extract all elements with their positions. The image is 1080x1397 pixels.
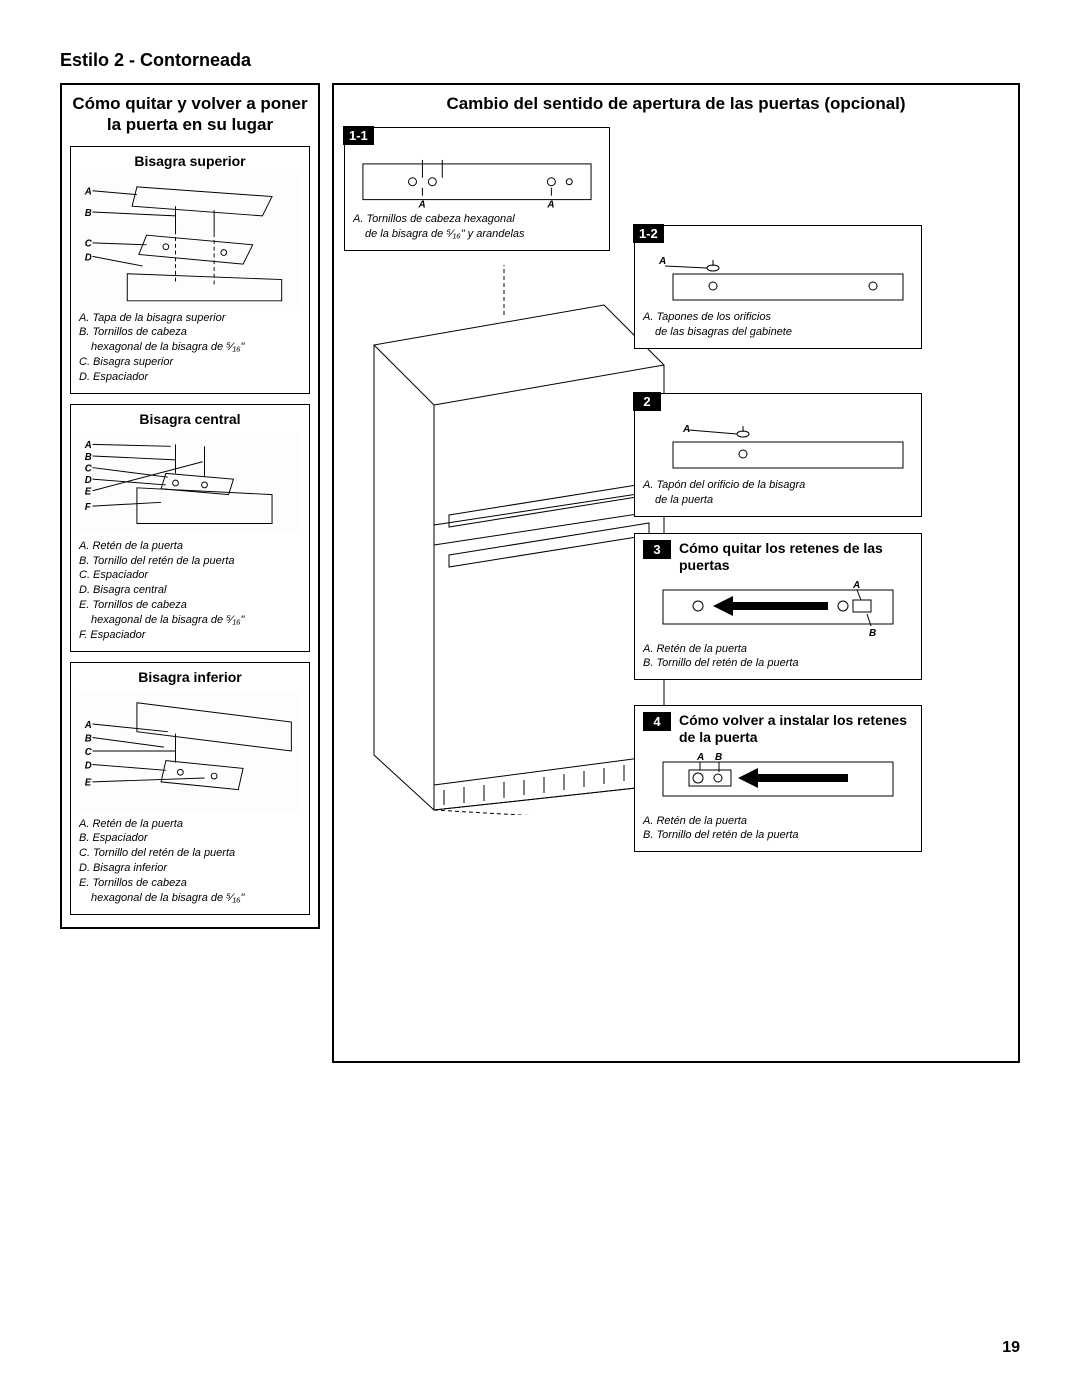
- diagram-top-hinge: A B C D: [79, 175, 301, 305]
- section-center-hinge: Bisagra central A B C D E F: [70, 404, 310, 652]
- svg-text:A: A: [682, 424, 690, 435]
- section-top-hinge: Bisagra superior A B C D: [70, 146, 310, 394]
- page-title: Estilo 2 - Contorneada: [60, 50, 1020, 71]
- svg-text:B: B: [869, 628, 876, 638]
- svg-text:A: A: [84, 186, 92, 197]
- callout-title: Cómo quitar los retenes de las puertas: [679, 540, 913, 574]
- svg-text:A: A: [84, 440, 92, 451]
- section-title: Bisagra central: [79, 411, 301, 427]
- svg-text:B: B: [715, 752, 722, 763]
- callout-4: 4 Cómo volver a instalar los retenes de …: [634, 705, 922, 852]
- legend-4: A. Retén de la puerta B. Tornillo del re…: [643, 814, 913, 844]
- svg-text:A: A: [417, 200, 425, 208]
- svg-text:C: C: [85, 238, 93, 249]
- diagram-center-hinge: A B C D E F: [79, 433, 301, 533]
- svg-text:A: A: [84, 719, 92, 730]
- callout-title: Cómo volver a instalar los retenes de la…: [679, 712, 913, 746]
- section-title: Bisagra superior: [79, 153, 301, 169]
- mini-diagram-1-2: A: [643, 250, 913, 306]
- step-badge: 2: [633, 392, 661, 411]
- svg-text:F: F: [85, 502, 92, 513]
- section-title: Bisagra inferior: [79, 669, 301, 685]
- svg-text:D: D: [85, 475, 92, 486]
- svg-text:B: B: [85, 207, 92, 218]
- mini-diagram-3: A B: [643, 578, 913, 638]
- svg-text:B: B: [85, 452, 92, 463]
- step-badge: 4: [643, 712, 671, 731]
- legend-2: A. Tapón del orificio de la bisagra de l…: [643, 478, 913, 508]
- callout-2: 2 A A. Tapón del orificio de la bisagra …: [634, 393, 922, 517]
- legend-3: A. Retén de la puerta B. Tornillo del re…: [643, 642, 913, 672]
- mini-diagram-1-1: A A: [353, 152, 601, 208]
- svg-text:D: D: [85, 252, 92, 263]
- right-header: Cambio del sentido de apertura de las pu…: [342, 93, 1010, 114]
- legend-1-2: A. Tapones de los orificios de las bisag…: [643, 310, 913, 340]
- svg-text:C: C: [85, 746, 93, 757]
- left-column: Cómo quitar y volver a poner la puerta e…: [60, 83, 320, 929]
- step-badge: 1-1: [343, 126, 374, 145]
- svg-text:A: A: [658, 256, 666, 267]
- section-bottom-hinge: Bisagra inferior A B C D E: [70, 662, 310, 915]
- step-badge: 3: [643, 540, 671, 559]
- callout-1-1: 1-1 A A A. Tornillos de cab: [344, 127, 610, 251]
- legend-bottom-hinge: A. Retén de la puerta B. Espaciador C. T…: [79, 817, 301, 906]
- svg-text:A: A: [852, 580, 860, 591]
- step-badge: 1-2: [633, 224, 664, 243]
- svg-text:E: E: [85, 486, 92, 497]
- mini-diagram-2: A: [643, 418, 913, 474]
- callout-1-2: 1-2 A A. Tapones de los orificios de las…: [634, 225, 922, 349]
- legend-center-hinge: A. Retén de la puerta B. Tornillo del re…: [79, 539, 301, 643]
- right-column: Cambio del sentido de apertura de las pu…: [332, 83, 1020, 1063]
- legend-top-hinge: A. Tapa de la bisagra superior B. Tornil…: [79, 311, 301, 385]
- svg-text:C: C: [85, 463, 93, 474]
- callout-3: 3 Cómo quitar los retenes de las puertas…: [634, 533, 922, 680]
- svg-text:E: E: [85, 777, 92, 788]
- svg-text:A: A: [696, 752, 704, 763]
- svg-text:D: D: [85, 760, 92, 771]
- diagram-bottom-hinge: A B C D E: [79, 691, 301, 811]
- mini-diagram-4: A B: [643, 750, 913, 810]
- left-header: Cómo quitar y volver a poner la puerta e…: [70, 93, 310, 136]
- page-number: 19: [1002, 1339, 1020, 1357]
- svg-text:B: B: [85, 733, 92, 744]
- legend-1-1: A. Tornillos de cabeza hexagonal de la b…: [353, 212, 601, 242]
- svg-text:A: A: [546, 200, 554, 208]
- main-layout: Cómo quitar y volver a poner la puerta e…: [60, 83, 1020, 1063]
